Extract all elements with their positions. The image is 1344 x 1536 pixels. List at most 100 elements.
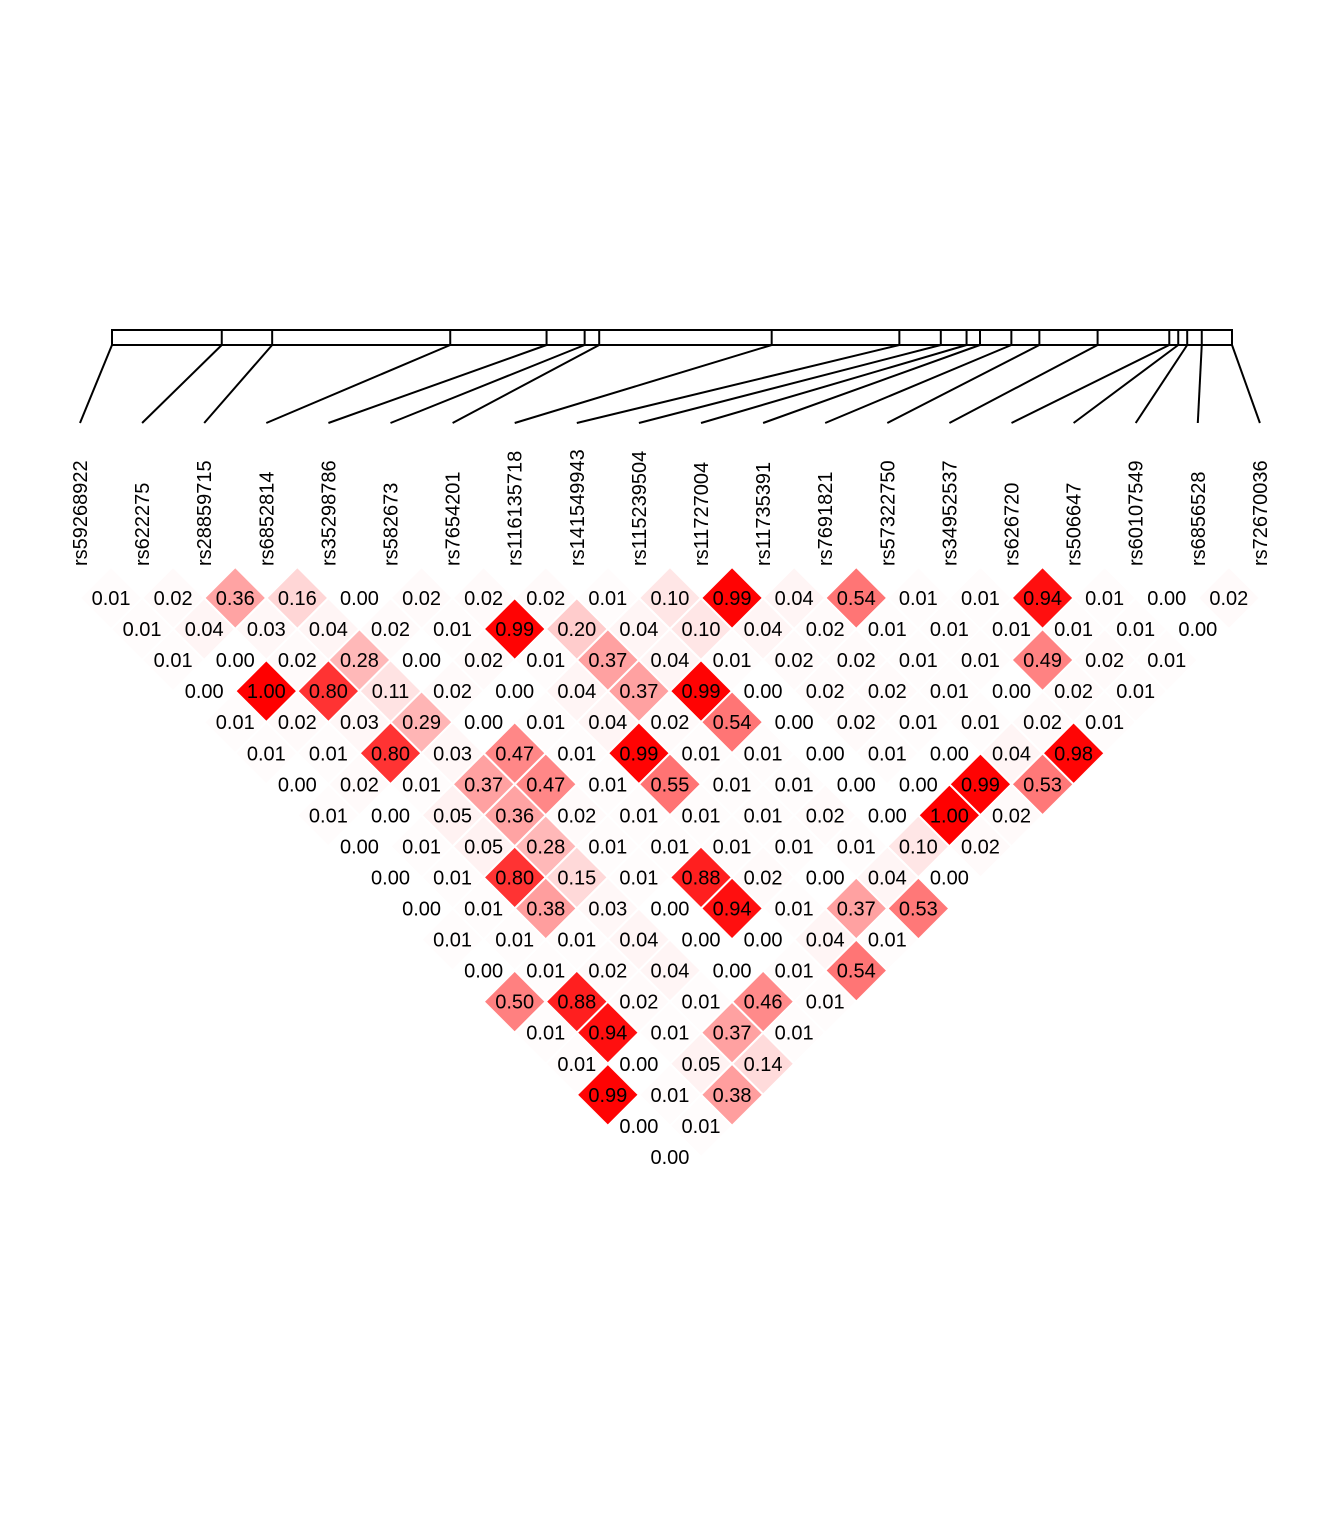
ld-value-label: 0.47 [526,774,565,796]
ld-value-label: 0.01 [309,805,348,827]
ld-value-label: 0.00 [619,1116,658,1138]
ld-value-label: 0.37 [464,774,503,796]
ld-value-label: 0.01 [588,836,627,858]
ld-value-label: 0.02 [464,588,503,610]
ld-cell-grid [78,565,1262,1190]
ld-value-label: 0.99 [495,619,534,641]
snp-label: rs60107549 [1126,460,1148,566]
ld-value-label: 0.94 [713,899,752,921]
ld-value-label: 0.37 [619,681,658,703]
ld-value-label: 0.01 [526,650,565,672]
ld-value-label: 0.01 [961,712,1000,734]
ld-value-label: 1.00 [247,681,286,703]
ld-value-label: 0.01 [713,774,752,796]
snp-connector-line [700,344,967,424]
snp-connector-line [948,344,1099,424]
snp-label: rs35298786 [318,460,340,566]
ld-value-label: 0.02 [1023,712,1062,734]
ld-value-label: 0.99 [588,1085,627,1107]
ld-value-label: 0.37 [837,899,876,921]
ld-value-label: 0.03 [340,712,379,734]
snp-label: rs582673 [381,483,403,566]
ld-value-label: 0.54 [837,588,876,610]
ld-value-label: 0.01 [495,930,534,952]
ld-value-label: 0.01 [650,1085,689,1107]
snp-connector-line [265,344,451,424]
ld-value-label: 0.02 [464,650,503,672]
snp-connector-line [1231,344,1261,424]
snp-label-row: rs59268922 rs622275 rs28859715 rs6852814 rs3… [70,449,1272,566]
snp-connector-line [762,344,981,424]
ld-value-label: 0.02 [371,619,410,641]
ld-value-label: 0.28 [526,836,565,858]
ld-value-label: 0.99 [961,774,1000,796]
snp-label: rs72670036 [1250,460,1272,566]
snp-label: rs626720 [1002,483,1024,566]
ld-value-label: 0.01 [650,836,689,858]
ld-value-label: 0.38 [526,899,565,921]
ld-value-label: 0.01 [433,930,472,952]
ld-value-label: 0.80 [309,681,348,703]
ld-value-label: 0.94 [588,1023,627,1045]
ld-value-label: 0.36 [495,805,534,827]
snp-label: rs6856528 [1188,471,1210,566]
ld-value-label: 0.01 [526,1023,565,1045]
ld-value-label: 0.00 [1178,619,1217,641]
snp-connector-line [1196,344,1203,424]
ld-value-label: 0.01 [713,836,752,858]
snp-label: rs115239504 [629,451,651,566]
ld-value-label: 0.00 [371,805,410,827]
ld-value-label: 0.00 [402,650,441,672]
ld-value-label: 0.00 [682,930,721,952]
snp-label: rs28859715 [194,460,216,566]
ld-value-label: 0.01 [961,650,1000,672]
ld-value-label: 0.00 [464,712,503,734]
ld-value-label: 0.10 [899,836,938,858]
ld-value-label: 0.00 [216,650,255,672]
ld-value-label: 0.01 [402,836,441,858]
ld-value-label: 0.04 [868,867,907,889]
snp-connector-line [203,344,273,424]
ld-value-label: 0.01 [961,588,1000,610]
ld-value-label: 0.02 [588,961,627,983]
ld-value-label: 0.02 [961,836,1000,858]
ld-value-label: 0.01 [806,992,845,1014]
ld-value-label: 0.00 [868,805,907,827]
ld-value-label: 0.04 [619,619,658,641]
ld-value-label: 0.04 [650,961,689,983]
ld-value-label: 0.04 [806,930,845,952]
ld-value-label: 0.04 [650,650,689,672]
ld-value-label: 0.01 [433,867,472,889]
ld-value-label: 0.99 [682,681,721,703]
ld-value-label: 0.88 [557,992,596,1014]
ld-value-label: 0.02 [619,992,658,1014]
ld-value-label: 0.04 [309,619,348,641]
ld-value-label: 0.02 [868,681,907,703]
snp-connector-line [1134,344,1189,424]
ld-value-label: 0.01 [619,867,658,889]
ld-value-label: 0.80 [495,867,534,889]
ld-value-label: 0.02 [806,805,845,827]
ld-value-label: 0.01 [557,930,596,952]
snp-connector-line [328,344,547,424]
ld-value-label: 0.05 [682,1054,721,1076]
ld-value-label: 0.05 [433,805,472,827]
snp-connector-line [452,344,600,424]
ld-value-label: 0.01 [557,743,596,765]
ld-value-label: 0.01 [744,743,783,765]
ld-value-label: 0.04 [992,743,1031,765]
ld-value-label: 0.00 [619,1054,658,1076]
snp-connector-line [1073,344,1179,424]
ld-value-label: 0.02 [1085,650,1124,672]
physical-position-map [111,329,1233,346]
ld-value-label: 0.02 [154,588,193,610]
ld-value-label: 0.01 [930,619,969,641]
snp-label: rs6852814 [256,471,278,566]
snp-label: rs7654201 [443,471,465,566]
ld-value-label: 0.01 [526,961,565,983]
ld-value-label: 0.16 [278,588,317,610]
ld-value-label: 0.49 [1023,650,1062,672]
snp-label: rs57322750 [877,460,899,566]
ld-value-label: 0.03 [247,619,286,641]
